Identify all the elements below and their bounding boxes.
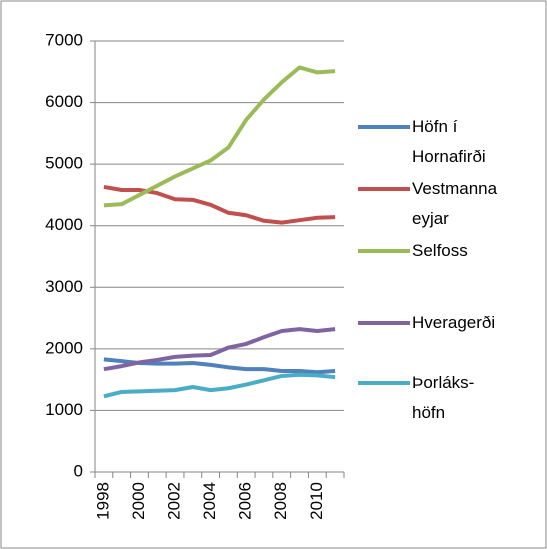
legend-label: Vestmannaeyjar	[412, 179, 498, 228]
legend-label: Þorláks-höfn	[412, 373, 475, 422]
series-line	[103, 65, 336, 208]
y-tick-label: 7000	[45, 30, 83, 49]
legend-item: Hveragerði	[358, 308, 543, 338]
legend-swatch	[358, 381, 410, 385]
series-line	[103, 327, 336, 372]
legend-swatch	[358, 125, 410, 129]
x-tick-label: 2006	[236, 482, 255, 520]
y-tick-label: 2000	[45, 338, 83, 357]
x-tick-label: 2002	[165, 482, 184, 520]
legend-swatch	[358, 187, 410, 191]
y-tick-label: 5000	[45, 154, 83, 173]
y-tick-label: 4000	[45, 215, 83, 234]
x-tick-label: 2004	[200, 482, 219, 520]
legend-label: Selfoss	[412, 241, 468, 260]
x-tick-label: 2000	[129, 482, 148, 520]
x-tick-label: 1998	[93, 482, 112, 520]
legend-item: Höfn í Hornafirði	[358, 112, 543, 172]
series-line	[103, 372, 336, 399]
y-tick-label: 1000	[45, 400, 83, 419]
legend-item: Selfoss	[358, 236, 543, 266]
y-tick-label: 3000	[45, 277, 83, 296]
y-tick-label: 6000	[45, 92, 83, 111]
legend-item: Vestmannaeyjar	[358, 174, 543, 234]
legend-swatch	[358, 249, 410, 253]
legend-label: Höfn í Hornafirði	[412, 117, 486, 166]
x-tick-label: 2010	[307, 482, 326, 520]
legend-swatch	[358, 321, 410, 325]
y-tick-label: 0	[74, 461, 83, 480]
legend-item: Þorláks-höfn	[358, 368, 543, 428]
x-tick-label: 2008	[271, 482, 290, 520]
legend-label: Hveragerði	[412, 313, 496, 332]
series-line	[103, 184, 336, 225]
